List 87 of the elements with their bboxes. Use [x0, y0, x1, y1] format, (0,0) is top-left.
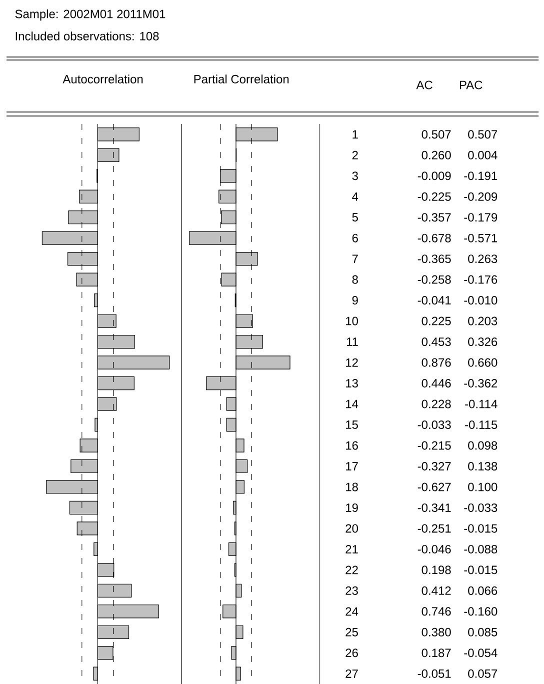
- data-label: -0.033: [464, 503, 498, 512]
- y-tick-label: 23: [346, 586, 358, 595]
- data-label: -0.627: [418, 482, 451, 492]
- y-tick-label: 21: [346, 545, 358, 554]
- data-label: -0.160: [464, 607, 498, 616]
- y-tick-label: 18: [346, 482, 358, 492]
- data-label: -0.088: [464, 544, 498, 554]
- data-label: 0.380: [422, 628, 451, 636]
- data-label: -0.046: [418, 544, 451, 554]
- y-tick-label: 26: [346, 648, 358, 658]
- text: Sample: 2002M01 2011M01: [15, 9, 166, 21]
- y-tick-label: 17: [346, 462, 358, 470]
- data-label: -0.015: [464, 524, 498, 533]
- data-label: 0.057: [468, 669, 498, 678]
- data-label: 0.198: [422, 566, 451, 574]
- text: AC: [416, 80, 432, 90]
- text: PAC: [460, 80, 482, 90]
- y-tick-label: 15: [346, 420, 358, 429]
- data-label: 0.004: [468, 150, 498, 160]
- data-label: 0.228: [422, 400, 451, 408]
- chart-title: Autocorrelation: [62, 74, 143, 84]
- data-label: 0.098: [468, 441, 498, 450]
- data-label: -0.115: [465, 420, 498, 429]
- data-label: 0.100: [468, 482, 498, 492]
- y-tick-label: 20: [346, 524, 358, 533]
- y-tick-label: 7: [352, 254, 358, 263]
- data-label: -0.327: [418, 462, 451, 470]
- chart-title: Partial Correlation: [194, 74, 289, 84]
- y-tick-label: 2: [352, 150, 358, 160]
- data-label: -0.215: [418, 441, 451, 450]
- data-label: -0.225: [418, 192, 451, 201]
- data-label: 0.138: [468, 462, 498, 470]
- y-tick-label: 3: [352, 172, 358, 180]
- data-label: -0.209: [464, 192, 498, 201]
- data-label: 0.507: [422, 130, 451, 139]
- data-label: 0.412: [422, 586, 451, 595]
- data-label: -0.362: [464, 379, 498, 388]
- data-label: 0.453: [422, 338, 451, 346]
- data-label: 0.225: [422, 316, 451, 326]
- data-label: -0.051: [418, 669, 451, 678]
- data-label: -0.033: [418, 420, 451, 429]
- y-tick-label: 5: [352, 213, 358, 222]
- y-tick-label: 13: [346, 379, 358, 388]
- y-tick-label: 9: [352, 296, 358, 305]
- y-tick-label: 24: [346, 607, 358, 616]
- data-label: 0.066: [468, 586, 498, 595]
- y-tick-label: 12: [346, 358, 358, 367]
- data-label: -0.365: [418, 254, 451, 264]
- data-label: -0.041: [418, 296, 451, 305]
- data-label: -0.015: [464, 566, 498, 574]
- y-tick-label: 1: [352, 130, 358, 138]
- data-label: 0.507: [468, 130, 498, 139]
- data-label: -0.251: [418, 524, 451, 533]
- data-label: -0.009: [418, 172, 451, 180]
- y-tick-label: 14: [346, 400, 358, 408]
- data-label: 0.326: [468, 338, 498, 346]
- y-tick-label: 10: [346, 316, 358, 326]
- y-tick-label: 16: [346, 441, 358, 450]
- y-tick-label: 8: [352, 275, 358, 284]
- y-tick-label: 19: [346, 503, 358, 512]
- data-label: -0.191: [464, 172, 498, 180]
- y-tick-label: 25: [346, 628, 358, 636]
- data-label: 0.446: [422, 379, 451, 388]
- data-label: 0.660: [468, 358, 498, 367]
- y-tick-label: 11: [346, 338, 358, 346]
- data-label: 0.263: [468, 254, 498, 264]
- data-label: 0.876: [422, 358, 451, 367]
- data-label: 0.746: [422, 607, 451, 616]
- data-label: -0.179: [464, 213, 498, 222]
- data-label: -0.114: [465, 400, 498, 408]
- data-label: -0.054: [464, 648, 498, 658]
- data-label: 0.203: [468, 316, 498, 326]
- data-label: -0.341: [418, 503, 451, 512]
- data-label: -0.258: [418, 275, 451, 284]
- data-label: -0.357: [418, 213, 451, 222]
- data-label: -0.010: [464, 296, 498, 305]
- data-label: -0.571: [464, 234, 498, 242]
- data-label: 0.187: [422, 648, 451, 658]
- data-label: -0.176: [464, 275, 498, 284]
- y-tick-label: 22: [346, 566, 358, 574]
- text: Included observations: 108: [16, 32, 159, 40]
- data-label: 0.260: [422, 150, 451, 160]
- y-tick-label: 27: [346, 669, 358, 678]
- data-label: 0.085: [468, 628, 498, 636]
- y-tick-label: 6: [352, 234, 358, 242]
- data-label: -0.678: [418, 234, 451, 242]
- y-tick-label: 4: [352, 192, 358, 201]
